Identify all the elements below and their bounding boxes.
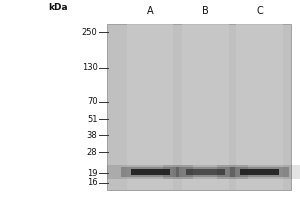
Bar [240,169,279,175]
Text: 19: 19 [87,169,98,178]
Bar [163,165,248,179]
Bar [236,24,283,190]
Bar [182,24,229,190]
Bar [106,24,291,190]
Bar [107,165,193,179]
Text: 28: 28 [87,148,98,157]
Bar [130,169,170,175]
Text: 70: 70 [87,97,98,106]
Bar [176,167,235,177]
Text: 38: 38 [87,131,98,140]
Bar [127,24,173,190]
Text: 51: 51 [87,115,98,124]
Text: 130: 130 [82,63,98,72]
Bar [230,167,289,177]
Text: 250: 250 [82,28,98,37]
Bar [186,169,225,175]
Text: B: B [202,6,209,16]
Bar [121,167,179,177]
Text: A: A [147,6,153,16]
Text: kDa: kDa [49,3,68,12]
Text: 16: 16 [87,178,98,187]
Bar [217,165,300,179]
Text: C: C [256,6,263,16]
